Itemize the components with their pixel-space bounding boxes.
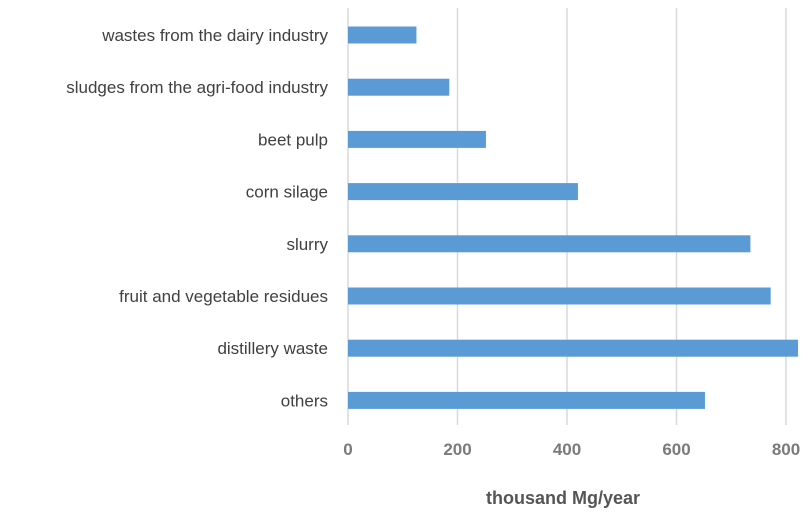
gridlines [347,8,787,425]
x-axis-title: thousand Mg/year [486,488,640,508]
bar [348,130,486,148]
category-label: beet pulp [258,130,328,149]
x-tick-label: 0 [343,440,352,459]
category-label: others [281,391,328,410]
bar [348,391,705,409]
bar [348,26,417,44]
bar [348,235,751,253]
x-tick-labels: 0 200 400 600 800 [343,440,800,459]
bar [348,183,578,201]
x-tick-label: 600 [662,440,690,459]
x-tick-label: 400 [553,440,581,459]
bar [348,339,799,357]
category-label: wastes from the dairy industry [101,26,328,45]
bars [348,26,799,409]
x-tick-label: 800 [772,440,800,459]
category-label: fruit and vegetable residues [119,287,328,306]
category-label: slurry [286,235,328,254]
category-label: distillery waste [217,339,328,358]
x-tick-label: 200 [443,440,471,459]
bar [348,78,450,96]
bar [348,287,771,305]
category-label: corn silage [246,183,328,202]
category-labels: wastes from the dairy industry sludges fr… [66,26,328,410]
category-label: sludges from the agri-food industry [66,78,328,97]
